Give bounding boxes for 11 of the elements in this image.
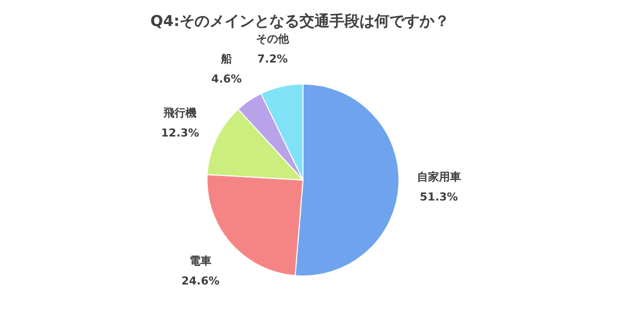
data-label: 4.6% <box>211 72 242 86</box>
slice-label: 自家用車 <box>416 170 461 184</box>
data-label: 51.3% <box>420 190 458 204</box>
slice-label: 飛行機 <box>162 106 197 120</box>
data-label: 12.3% <box>161 126 200 140</box>
slice-label: その他 <box>256 32 290 46</box>
data-label: 7.2% <box>257 52 288 66</box>
slice-label: 電車 <box>189 254 212 268</box>
chart-title: Q4:そのメインとなる交通手段は何ですか？ <box>150 12 450 30</box>
data-label: 24.6% <box>181 274 220 288</box>
slice-label: 船 <box>220 52 232 66</box>
